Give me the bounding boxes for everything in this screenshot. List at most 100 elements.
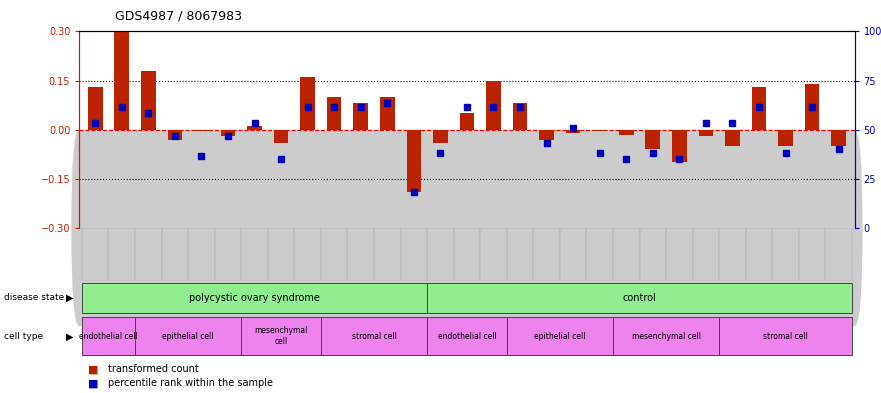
Bar xyxy=(380,97,395,130)
Bar xyxy=(401,228,427,281)
Bar xyxy=(215,228,241,230)
Bar xyxy=(587,228,613,281)
Bar xyxy=(773,228,799,281)
Bar xyxy=(82,283,427,313)
Bar xyxy=(82,228,108,281)
Bar xyxy=(719,228,745,230)
Text: endothelial cell: endothelial cell xyxy=(438,332,496,340)
Bar xyxy=(804,84,819,130)
Bar xyxy=(220,130,235,136)
Bar xyxy=(533,228,559,281)
Bar xyxy=(406,130,421,192)
Text: endothelial cell: endothelial cell xyxy=(79,332,137,340)
Bar xyxy=(592,130,607,131)
Text: ▶: ▶ xyxy=(65,332,73,342)
Text: stromal cell: stromal cell xyxy=(352,332,396,340)
Text: control: control xyxy=(623,293,656,303)
Bar xyxy=(539,130,554,140)
Bar xyxy=(773,228,799,230)
Bar xyxy=(427,317,507,355)
Bar xyxy=(533,228,559,230)
Bar xyxy=(460,113,474,130)
Bar xyxy=(825,228,852,281)
Bar xyxy=(692,228,719,281)
Bar xyxy=(646,130,660,149)
Bar xyxy=(719,228,745,281)
Bar xyxy=(241,317,321,355)
Text: cell type: cell type xyxy=(4,332,43,341)
Bar xyxy=(640,228,666,281)
Bar xyxy=(587,228,613,230)
Bar xyxy=(480,228,507,281)
Bar xyxy=(672,130,686,162)
Bar xyxy=(507,317,613,355)
Bar xyxy=(167,130,182,140)
Bar xyxy=(161,228,189,281)
Text: epithelial cell: epithelial cell xyxy=(534,332,586,340)
Bar xyxy=(189,228,215,281)
Bar xyxy=(427,283,852,313)
Bar xyxy=(347,228,374,230)
Bar xyxy=(327,97,342,130)
Bar xyxy=(725,130,740,146)
Bar xyxy=(88,87,102,130)
Bar xyxy=(268,228,294,281)
FancyBboxPatch shape xyxy=(71,130,862,326)
Bar xyxy=(619,130,633,135)
Bar xyxy=(745,228,773,230)
Bar xyxy=(82,317,135,355)
Bar xyxy=(832,130,846,146)
Bar xyxy=(745,228,773,281)
Bar xyxy=(699,130,714,136)
Text: ■: ■ xyxy=(88,378,99,388)
Bar xyxy=(692,228,719,230)
Bar xyxy=(751,87,766,130)
Text: GDS4987 / 8067983: GDS4987 / 8067983 xyxy=(115,10,241,23)
Bar xyxy=(640,228,666,230)
Bar xyxy=(480,228,507,230)
Text: epithelial cell: epithelial cell xyxy=(162,332,214,340)
Bar xyxy=(241,228,268,230)
Bar xyxy=(321,317,427,355)
Bar xyxy=(454,228,480,230)
Bar xyxy=(513,103,528,130)
Text: mesenchymal
cell: mesenchymal cell xyxy=(255,326,307,346)
Bar xyxy=(486,81,500,130)
Text: polycystic ovary syndrome: polycystic ovary syndrome xyxy=(189,293,320,303)
Bar xyxy=(613,228,640,281)
Bar xyxy=(507,228,533,230)
Bar xyxy=(347,228,374,281)
Bar xyxy=(401,228,427,230)
Bar xyxy=(274,130,288,143)
Bar xyxy=(194,130,209,131)
Bar xyxy=(666,228,692,230)
Bar xyxy=(135,317,241,355)
Bar xyxy=(321,228,347,230)
Bar xyxy=(559,228,587,230)
Text: mesenchymal cell: mesenchymal cell xyxy=(632,332,700,340)
Bar xyxy=(825,228,852,230)
Bar xyxy=(799,228,825,281)
Bar xyxy=(454,228,480,281)
Text: ■: ■ xyxy=(88,364,99,375)
Bar xyxy=(294,228,321,281)
Bar xyxy=(613,228,640,230)
Bar xyxy=(433,130,448,143)
Bar xyxy=(268,228,294,230)
Bar xyxy=(559,228,587,281)
Bar xyxy=(427,228,454,281)
Bar xyxy=(427,228,454,230)
Bar xyxy=(135,228,161,281)
Bar xyxy=(241,228,268,281)
Bar xyxy=(294,228,321,230)
Bar xyxy=(353,103,368,130)
Text: transformed count: transformed count xyxy=(108,364,199,375)
Text: ▶: ▶ xyxy=(65,292,73,303)
Bar xyxy=(161,228,189,230)
Text: stromal cell: stromal cell xyxy=(763,332,808,340)
Text: disease state: disease state xyxy=(4,293,64,302)
Bar xyxy=(108,228,135,281)
Bar xyxy=(115,31,130,130)
Bar xyxy=(613,317,719,355)
Bar xyxy=(507,228,533,281)
